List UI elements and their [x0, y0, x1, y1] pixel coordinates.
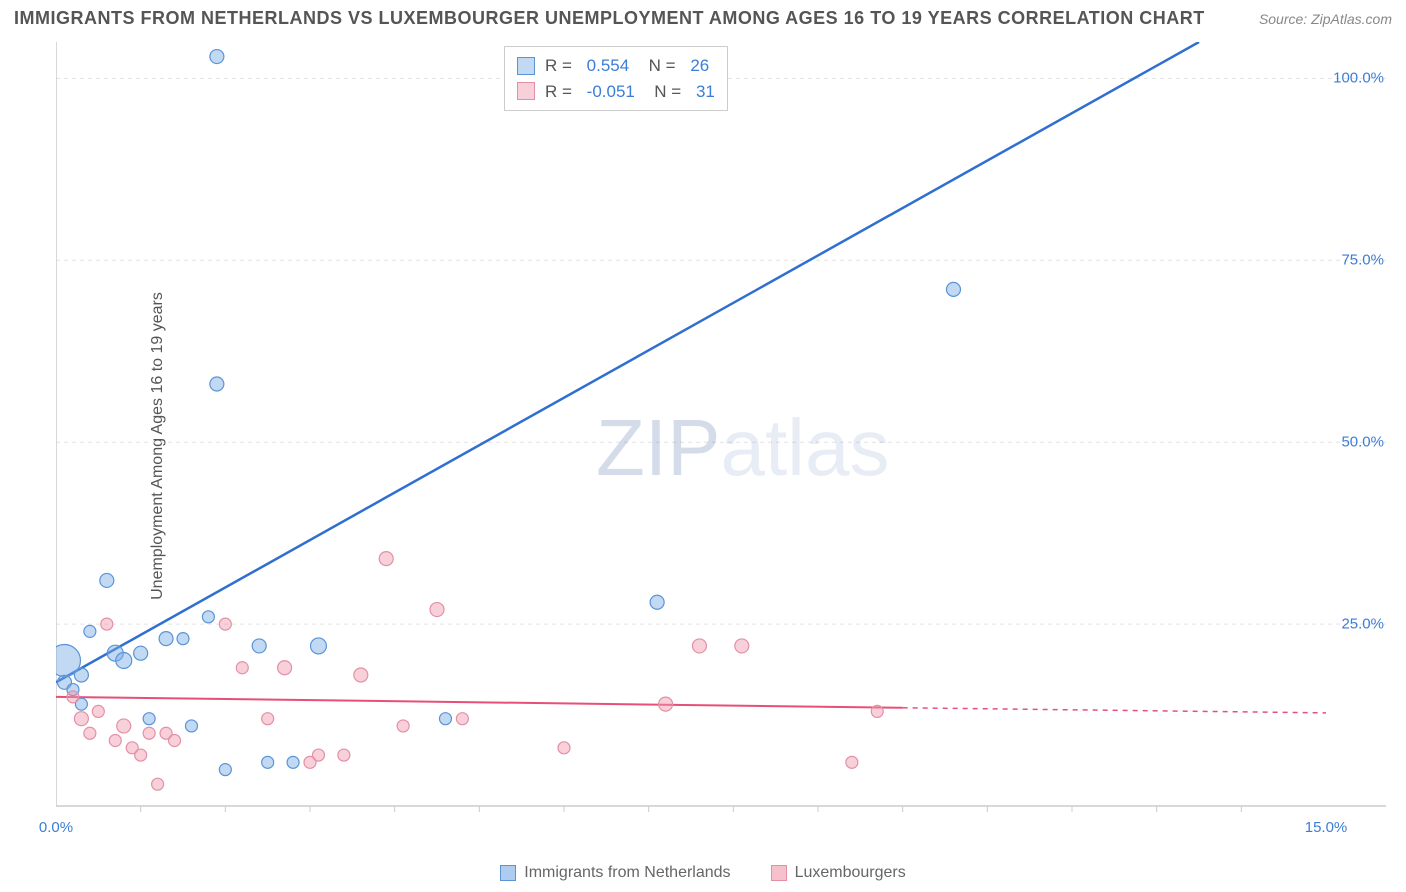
stat-r-value: 0.554 — [587, 53, 630, 79]
legend-label: Immigrants from Netherlands — [524, 864, 730, 882]
stat-n-value: 26 — [690, 53, 709, 79]
stat-swatch — [517, 82, 535, 100]
legend: Immigrants from Netherlands Luxembourgers — [0, 864, 1406, 882]
stat-r-value: -0.051 — [587, 79, 635, 105]
x-tick-label: 15.0% — [1305, 819, 1348, 836]
y-tick-label: 75.0% — [1341, 252, 1384, 269]
source-label: Source: ZipAtlas.com — [1259, 11, 1392, 27]
legend-item: Immigrants from Netherlands — [500, 864, 730, 882]
x-tick-label: 0.0% — [39, 819, 73, 836]
stat-n-label: N = — [645, 79, 686, 105]
stat-row: R = 0.554 N = 26 — [517, 53, 715, 79]
stat-n-value: 31 — [696, 79, 715, 105]
stat-swatch — [517, 57, 535, 75]
scatter-plot — [56, 42, 1392, 832]
stat-n-label: N = — [639, 53, 680, 79]
legend-item: Luxembourgers — [771, 864, 906, 882]
stat-r-label: R = — [545, 79, 577, 105]
chart-title: IMMIGRANTS FROM NETHERLANDS VS LUXEMBOUR… — [14, 8, 1205, 29]
correlation-stat-box: R = 0.554 N = 26R = -0.051 N = 31 — [504, 46, 728, 111]
stat-row: R = -0.051 N = 31 — [517, 79, 715, 105]
y-tick-label: 100.0% — [1333, 70, 1384, 87]
legend-label: Luxembourgers — [795, 864, 906, 882]
legend-swatch — [500, 865, 516, 881]
y-tick-label: 25.0% — [1341, 616, 1384, 633]
y-tick-label: 50.0% — [1341, 434, 1384, 451]
stat-r-label: R = — [545, 53, 577, 79]
chart-area: ZIPatlas R = 0.554 N = 26R = -0.051 N = … — [56, 42, 1392, 832]
legend-swatch — [771, 865, 787, 881]
